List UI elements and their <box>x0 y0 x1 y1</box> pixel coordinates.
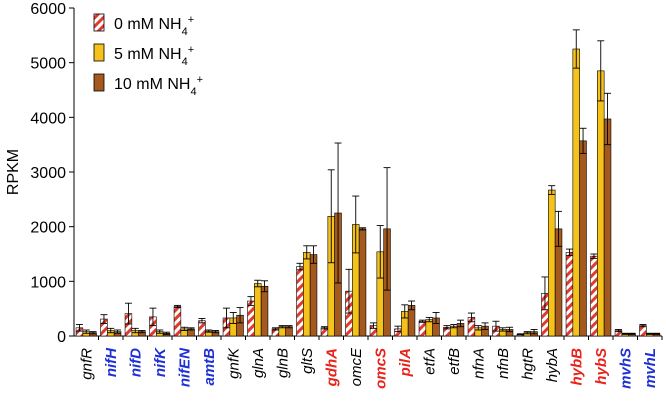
x-tick-label: nifK <box>152 347 169 377</box>
bar <box>303 252 311 337</box>
y-tick-label: 3000 <box>30 165 66 182</box>
y-tick-label: 2000 <box>30 220 66 237</box>
bar <box>254 283 262 337</box>
x-tick-label: mvhS <box>617 348 634 389</box>
x-tick-label: hybB <box>568 348 585 386</box>
legend: 0 mM NH4+ 5 mM NH4+ 10 mM NH4+ <box>93 13 203 98</box>
y-tick-label: 5000 <box>30 56 66 73</box>
bar <box>418 320 427 337</box>
legend-label: 0 mM NH4+ <box>114 14 194 38</box>
x-tick-label: glnB <box>274 348 291 378</box>
x-tick-label: omcS <box>372 348 389 389</box>
bar <box>639 325 647 337</box>
x-tick-label: nifD <box>127 348 144 377</box>
legend-swatch <box>93 43 105 62</box>
bar <box>296 266 304 337</box>
legend-swatch <box>93 13 105 32</box>
bar <box>358 228 367 337</box>
x-tick-label: gnfK <box>225 347 242 379</box>
legend-label: 10 mM NH4+ <box>114 74 203 98</box>
y-tick-label: 1000 <box>30 274 66 291</box>
y-axis-label: RPKM <box>5 149 22 195</box>
x-tick-label: gdhA <box>323 348 340 387</box>
y-tick-label: 4000 <box>30 110 66 127</box>
legend-swatch <box>93 73 105 92</box>
y-tick-label: 6000 <box>30 1 66 18</box>
bar <box>173 306 182 337</box>
bar <box>548 189 556 337</box>
y-tick-label: 0 <box>57 329 66 346</box>
bar <box>590 255 598 337</box>
x-tick-label: hgtR <box>519 348 536 380</box>
error-bars <box>75 29 661 336</box>
bar <box>579 140 587 337</box>
bar <box>247 300 255 337</box>
x-tick-label: hybA <box>544 348 561 382</box>
axes: 0 1000 2000 3000 4000 5000 6000 gnfR nifH nifD nif… <box>30 1 663 389</box>
bar <box>597 70 605 337</box>
bar <box>603 118 612 337</box>
legend-label: 5 mM NH4+ <box>114 44 194 68</box>
x-tick-label: gnfR <box>78 348 95 380</box>
bar <box>565 252 574 337</box>
x-tick-label: hybS <box>593 348 610 385</box>
x-tick-label: etfB <box>446 348 463 375</box>
x-tick-label: gltS <box>299 348 316 374</box>
x-tick-label: nfnA <box>470 348 487 379</box>
bar <box>260 285 269 337</box>
x-tick-label: mvhL <box>642 348 659 388</box>
bar <box>572 48 580 337</box>
x-tick-label: amtB <box>201 348 218 386</box>
x-tick-label: nifH <box>103 347 120 377</box>
x-tick-label: glnA <box>250 348 267 378</box>
bar <box>309 254 318 337</box>
x-tick-label: omcE <box>348 347 365 386</box>
x-tick-label: pilA <box>397 348 414 377</box>
x-tick-label: etfA <box>421 348 438 375</box>
x-tick-label: nfnB <box>495 348 512 379</box>
x-tick-label: nifEN <box>176 347 193 387</box>
